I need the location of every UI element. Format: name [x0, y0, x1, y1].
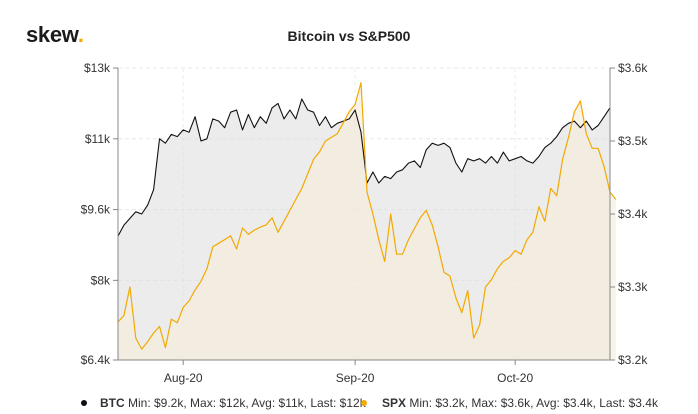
axis-layer: $13k $11k $9.6k $8k $6.4k $3.6k $3.5k $3.4k $3.3…	[81, 61, 649, 385]
x-tick-label: Sep-20	[336, 371, 375, 385]
line-layer	[117, 82, 617, 350]
x-tick-label: Aug-20	[164, 371, 203, 385]
legend-series-summary: Min: $3.2k, Max: $3.6k, Avg: $3.4k, Last…	[409, 396, 659, 410]
series-line-spx	[117, 82, 617, 350]
legend-series-name: SPX	[382, 396, 409, 410]
legend-marker-btc	[81, 400, 87, 406]
y-right-tick-label: $3.2k	[618, 353, 648, 367]
series-line-btc	[117, 98, 611, 237]
legend-series-summary: Min: $9.2k, Max: $12k, Avg: $11k, Last: …	[128, 396, 367, 410]
legend-entry-spx: SPX Min: $3.2k, Max: $3.6k, Avg: $3.4k, …	[382, 396, 659, 410]
legend-series-name: BTC	[100, 396, 128, 410]
y-right-tick-label: $3.6k	[618, 61, 648, 75]
brand-logo: skew.	[26, 22, 84, 48]
brand-logo-text: skew	[26, 22, 78, 47]
y-left-tick-label: $6.4k	[81, 353, 111, 367]
legend-marker-spx	[361, 400, 367, 406]
chart-title: Bitcoin vs S&P500	[287, 28, 411, 44]
y-left-tick-label: $13k	[84, 61, 111, 75]
x-tick-label: Oct-20	[497, 371, 533, 385]
y-left-tick-label: $8k	[91, 273, 111, 287]
legend-entry-btc: BTC Min: $9.2k, Max: $12k, Avg: $11k, La…	[100, 396, 367, 410]
area-layer	[118, 82, 616, 360]
brand-logo-dot: .	[77, 22, 84, 47]
y-left-tick-label: $11k	[85, 132, 111, 146]
y-right-tick-label: $3.4k	[618, 207, 648, 221]
series-area-spx	[118, 82, 616, 360]
legend-layer: BTC Min: $9.2k, Max: $12k, Avg: $11k, La…	[81, 396, 659, 410]
y-left-tick-label: $9.6k	[81, 203, 111, 217]
y-right-tick-label: $3.5k	[618, 134, 648, 148]
y-right-tick-label: $3.3k	[618, 280, 648, 294]
